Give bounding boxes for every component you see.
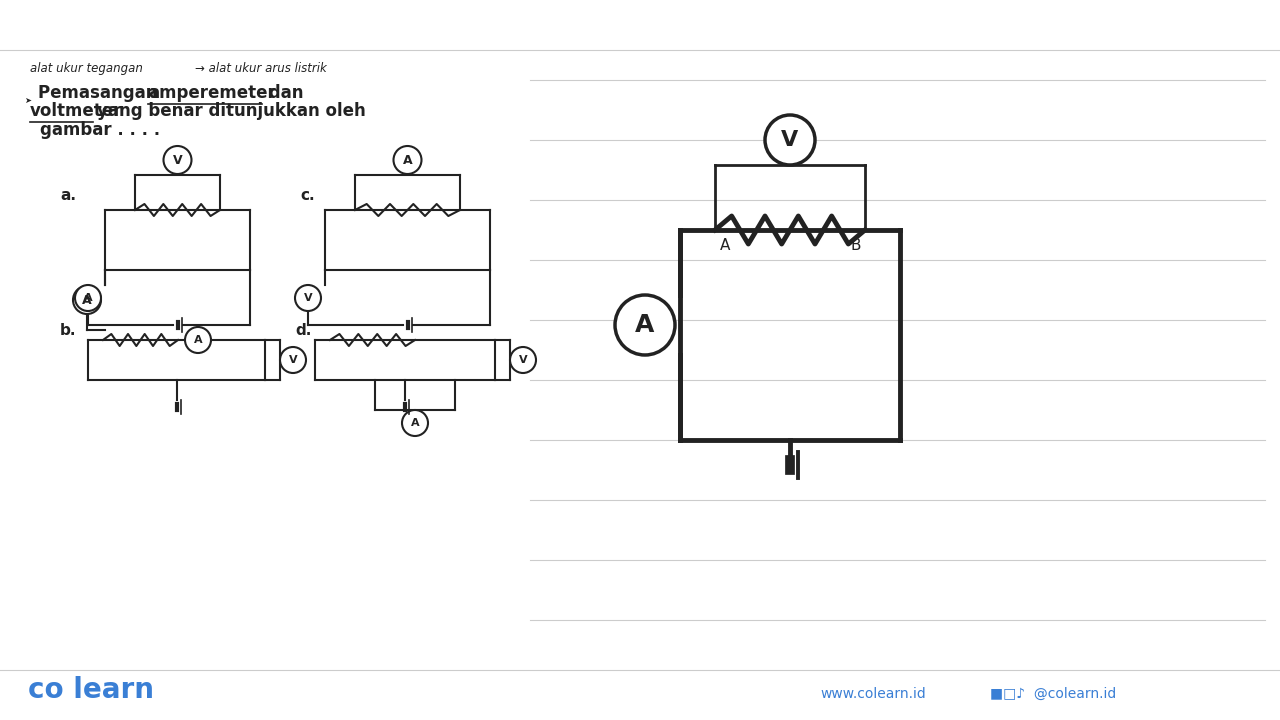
Text: V: V [173,153,182,166]
Text: A: A [82,294,92,307]
Text: V: V [303,293,312,303]
Text: gambar . . . .: gambar . . . . [40,121,160,139]
Text: V: V [518,355,527,365]
Circle shape [280,347,306,373]
Text: alat ukur tegangan: alat ukur tegangan [29,62,143,75]
Circle shape [73,286,101,314]
Circle shape [186,327,211,353]
Text: co learn: co learn [28,676,154,704]
Text: ➤: ➤ [24,96,31,105]
Text: A: A [411,418,420,428]
Text: d.: d. [294,323,311,338]
Text: A: A [635,313,654,337]
Text: A: A [83,293,92,303]
Text: A: A [193,335,202,345]
Circle shape [164,146,192,174]
Text: b.: b. [60,323,77,338]
Text: Pemasangan: Pemasangan [38,84,169,102]
Text: ■□♪  @colearn.id: ■□♪ @colearn.id [989,687,1116,701]
Circle shape [614,295,675,355]
Circle shape [402,410,428,436]
Text: V: V [289,355,297,365]
Text: dan: dan [262,84,303,102]
Circle shape [765,115,815,165]
Circle shape [294,285,321,311]
Text: amperemeter: amperemeter [148,84,275,102]
Circle shape [76,285,101,311]
Text: voltmeter: voltmeter [29,102,123,120]
Text: A: A [719,238,731,253]
Text: A: A [403,153,412,166]
Text: B: B [850,238,860,253]
Text: V: V [781,130,799,150]
Text: a.: a. [60,188,76,203]
Text: c.: c. [300,188,315,203]
Circle shape [509,347,536,373]
Text: → alat ukur arus listrik: → alat ukur arus listrik [195,62,326,75]
Text: www.colearn.id: www.colearn.id [820,687,925,701]
Text: yang benar ditunjukkan oleh: yang benar ditunjukkan oleh [97,102,366,120]
Circle shape [393,146,421,174]
